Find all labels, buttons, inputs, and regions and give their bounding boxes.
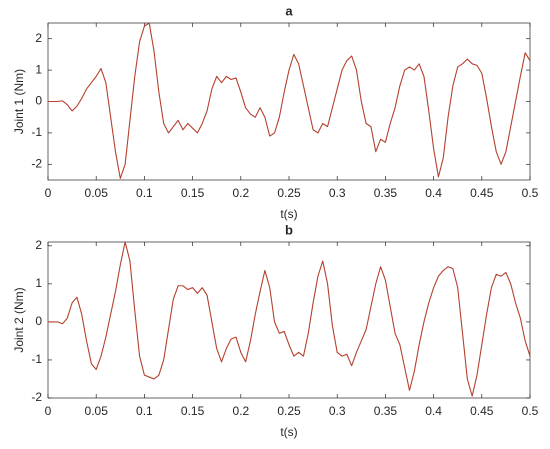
- x-tick-label: 0.1: [136, 404, 153, 418]
- y-tick-label: 0: [35, 314, 42, 328]
- y-tick-label: 0: [35, 94, 42, 108]
- plot-area: [47, 241, 531, 399]
- x-tick-label: 0.1: [136, 186, 153, 200]
- x-axis-label: t(s): [280, 425, 297, 439]
- x-tick-label: 0.3: [329, 186, 346, 200]
- y-axis-label: Joint 1 (Nm): [12, 69, 26, 134]
- x-tick-label: 0.45: [470, 404, 494, 418]
- y-tick-label: -2: [31, 390, 42, 404]
- y-axis-label: Joint 2 (Nm): [12, 287, 26, 352]
- x-tick-label: 0.2: [232, 404, 249, 418]
- y-tick-label: -2: [31, 156, 42, 170]
- x-tick-label: 0.5: [522, 404, 539, 418]
- x-tick-label: 0.35: [374, 404, 398, 418]
- chart-title: a: [285, 3, 293, 18]
- y-tick-label: 2: [35, 238, 42, 252]
- y-tick-label: 2: [35, 31, 42, 45]
- x-tick-label: 0.2: [232, 186, 249, 200]
- x-tick-label: 0.45: [470, 186, 494, 200]
- x-tick-label: 0: [45, 404, 52, 418]
- x-tick-label: 0.5: [522, 186, 539, 200]
- data-line: [48, 241, 531, 397]
- x-tick-label: 0.35: [374, 186, 398, 200]
- y-tick-label: -1: [31, 352, 42, 366]
- y-tick-label: -1: [31, 125, 42, 139]
- y-tick-label: 1: [35, 276, 42, 290]
- chart-title: b: [285, 222, 293, 237]
- x-tick-label: 0.4: [425, 186, 442, 200]
- x-tick-label: 0.25: [277, 404, 301, 418]
- x-tick-label: 0.15: [181, 186, 205, 200]
- x-tick-label: 0: [45, 186, 52, 200]
- x-tick-label: 0.05: [85, 404, 109, 418]
- x-tick-label: 0.3: [329, 404, 346, 418]
- plot-area: [47, 22, 531, 181]
- x-tick-label: 0.15: [181, 404, 205, 418]
- x-tick-label: 0.05: [85, 186, 109, 200]
- x-tick-label: 0.25: [277, 186, 301, 200]
- x-axis-label: t(s): [280, 207, 297, 221]
- x-tick-label: 0.4: [425, 404, 442, 418]
- data-line: [48, 22, 531, 179]
- y-tick-label: 1: [35, 62, 42, 76]
